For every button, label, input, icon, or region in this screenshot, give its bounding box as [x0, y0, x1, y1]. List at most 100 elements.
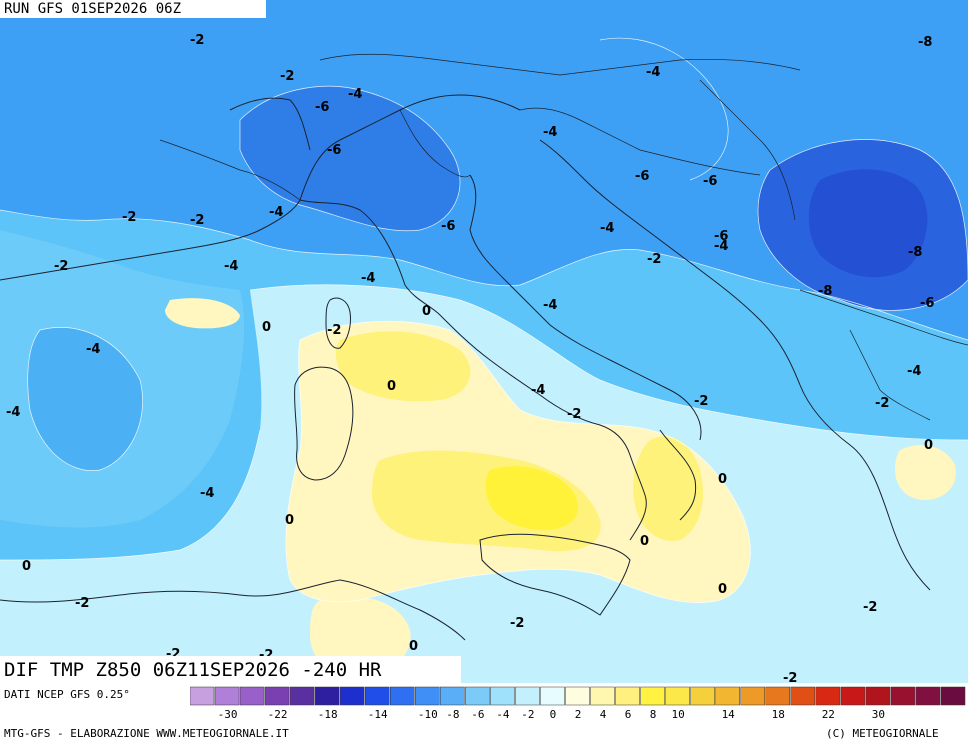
- map-label: -4: [269, 205, 283, 220]
- contour-lines: [0, 37, 968, 604]
- credit-label: MTG-GFS - ELABORAZIONE WWW.METEOGIORNALE…: [4, 727, 289, 740]
- model-run-header: RUN GFS 01SEP2026 06Z: [0, 0, 266, 18]
- map-label: -2: [190, 33, 204, 48]
- map-label: 0: [387, 379, 396, 394]
- map-label: -2: [122, 210, 136, 225]
- colorbar-tick-label: 30: [871, 708, 885, 721]
- colorbar-swatch: [415, 686, 440, 706]
- map-label: -4: [646, 65, 660, 80]
- map-label: -6: [635, 169, 649, 184]
- colorbar-tick-label: 2: [574, 708, 582, 721]
- colorbar-swatch: [890, 686, 916, 706]
- extra-map-labels: -4 -4 0 0: [6, 405, 727, 654]
- map-label: -2: [647, 252, 661, 267]
- map-label: -4: [361, 271, 375, 286]
- colorbar-tick-label: -30: [217, 708, 238, 721]
- colorbar-tick-label: -4: [496, 708, 510, 721]
- colorbar-tick-label: 8: [649, 708, 657, 721]
- colorbar-swatch: [264, 686, 290, 706]
- copyright-label: (C) METEOGIORNALE: [826, 727, 939, 740]
- map-label: -4: [531, 383, 545, 398]
- anomaly-core-pale-yellow-greece: [895, 445, 956, 500]
- map-label: 0: [640, 534, 649, 549]
- map-label: -2: [75, 596, 89, 611]
- map-label: -2: [783, 671, 797, 683]
- colorbar-swatch: [840, 686, 866, 706]
- map-label: -4: [543, 298, 557, 313]
- map-label: -6: [703, 174, 717, 189]
- colorbar-tick-label: 10: [671, 708, 685, 721]
- map-label-extra: -4: [200, 486, 214, 501]
- colorbar-swatch: [364, 686, 390, 706]
- data-source-label: DATI NCEP GFS 0.25°: [4, 688, 130, 701]
- colorbar-swatch: [690, 686, 715, 706]
- anomaly-core-balkans: [808, 169, 928, 278]
- map-label: -2: [875, 396, 889, 411]
- map-label: -4: [86, 342, 100, 357]
- map-label: 0: [924, 438, 933, 453]
- colorbar-tick-label: 4: [599, 708, 607, 721]
- colorbar-swatch: [865, 686, 891, 706]
- field-title: DIF TMP Z850 06Z11SEP2026 -240 HR: [0, 656, 461, 684]
- colorbar-tick-label: 6: [624, 708, 632, 721]
- map-label: -2: [567, 407, 581, 422]
- map-label: 0: [22, 559, 31, 574]
- colorbar: [189, 686, 966, 710]
- colorbar-tick-label: 0: [549, 708, 557, 721]
- map-label: -6: [315, 100, 329, 115]
- colorbar-swatch: [289, 686, 315, 706]
- map-label: -4: [543, 125, 557, 140]
- colorbar-swatch: [640, 686, 665, 706]
- map-label: -6: [327, 143, 341, 158]
- colorbar-tick-label: -18: [317, 708, 338, 721]
- colorbar-swatch: [239, 686, 265, 706]
- colorbar-swatch: [339, 686, 365, 706]
- map-label: -8: [818, 284, 832, 299]
- map-label: -8: [918, 35, 932, 50]
- colorbar-swatch: [515, 686, 540, 706]
- map-label: -4: [224, 259, 238, 274]
- colorbar-tick-label: 14: [721, 708, 735, 721]
- colorbar-swatches: [189, 686, 966, 706]
- map-label: -2: [280, 69, 294, 84]
- anomaly-zone-blue-west: [27, 327, 143, 471]
- map-label: 0: [285, 513, 294, 528]
- colorbar-swatch: [765, 686, 791, 706]
- colorbar-swatch: [189, 686, 215, 706]
- colorbar-swatch: [390, 686, 415, 706]
- colorbar-tick-label: 22: [821, 708, 835, 721]
- map-label: 0: [262, 320, 271, 335]
- map-label: 0: [422, 304, 431, 319]
- colorbar-swatch: [214, 686, 240, 706]
- map-label: -4: [348, 87, 362, 102]
- colorbar-swatch: [715, 686, 740, 706]
- map-label: -6: [714, 229, 728, 244]
- colorbar-swatch: [740, 686, 765, 706]
- colorbar-swatch: [465, 686, 490, 706]
- colorbar-swatch: [615, 686, 640, 706]
- map-label: -2: [510, 616, 524, 631]
- map-label: -4: [600, 221, 614, 236]
- colorbar-swatch: [540, 686, 565, 706]
- colorbar-swatch: [940, 686, 966, 706]
- colorbar-swatch: [590, 686, 615, 706]
- map-label: -6: [920, 296, 934, 311]
- colorbar-tick-label: -10: [417, 708, 438, 721]
- anomaly-zone-blue: [0, 0, 968, 340]
- map-label: -8: [908, 245, 922, 260]
- anomaly-core-pale-yellow-west: [165, 298, 240, 329]
- colorbar-tick-label: -14: [367, 708, 388, 721]
- colorbar-swatch: [815, 686, 841, 706]
- map-label: -2: [327, 323, 341, 338]
- map-label: -2: [190, 213, 204, 228]
- map-label: -6: [441, 219, 455, 234]
- colorbar-swatch: [314, 686, 340, 706]
- colorbar-tick-label: -22: [267, 708, 288, 721]
- colorbar-tick-label: -2: [521, 708, 535, 721]
- colorbar-tick-label: -6: [471, 708, 485, 721]
- colorbar-tick-label: -8: [446, 708, 460, 721]
- anomaly-core-bright-yellow: [485, 466, 579, 530]
- anomaly-zone-deep-blue-north-italy: [240, 86, 460, 231]
- colorbar-swatch: [790, 686, 816, 706]
- temperature-anomaly-map: -2 -8 -2 -4 -6 -4 -4 -6 -2 -4 -2 -6 -6 -…: [0, 0, 968, 683]
